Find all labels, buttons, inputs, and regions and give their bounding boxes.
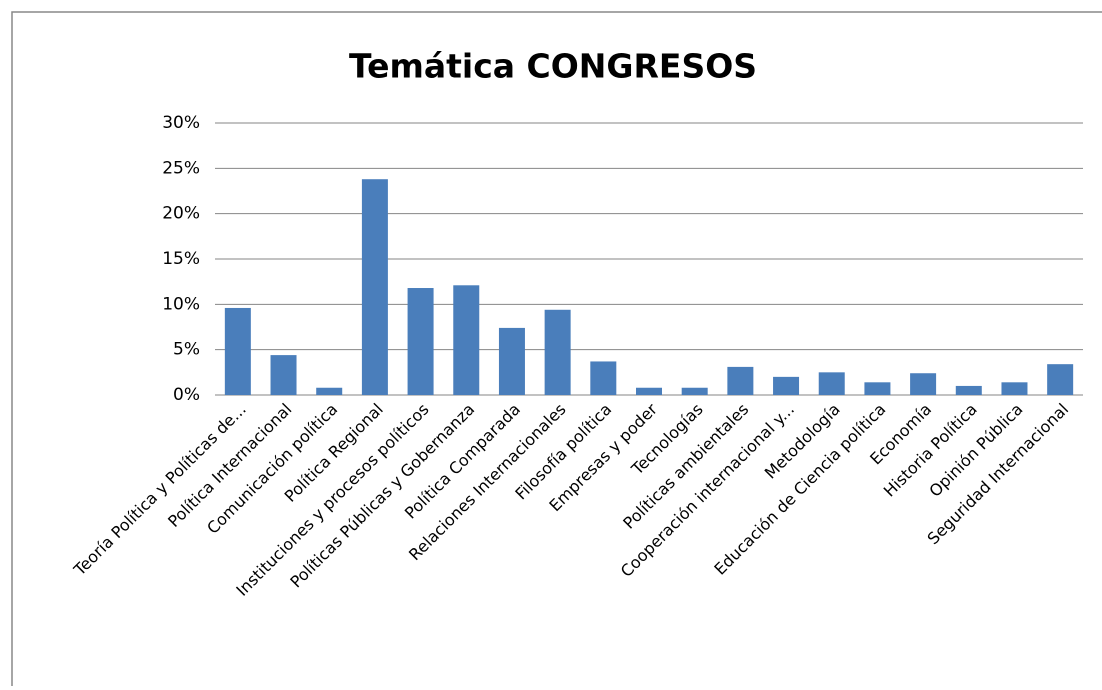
bar — [316, 387, 343, 395]
y-tick-label: 10% — [162, 294, 200, 314]
y-tick-label: 25% — [162, 158, 200, 178]
bar — [910, 373, 937, 395]
bar — [681, 387, 708, 395]
bar — [544, 309, 571, 395]
y-tick-label: 30% — [162, 113, 200, 133]
bar — [773, 376, 800, 395]
bar — [224, 307, 251, 395]
bar — [270, 355, 297, 395]
chart-title: Temática CONGRESOS — [349, 47, 757, 86]
bar — [818, 372, 845, 395]
bar — [1001, 382, 1028, 395]
bar — [955, 385, 982, 395]
y-tick-label: 20% — [162, 204, 200, 224]
y-tick-label: 0% — [173, 385, 200, 405]
y-tick-label: 5% — [173, 340, 200, 360]
bar — [636, 387, 662, 395]
bar — [498, 327, 525, 395]
bar — [727, 366, 754, 395]
bar — [361, 179, 388, 395]
bar — [407, 288, 434, 395]
bar — [453, 285, 480, 395]
bar — [864, 382, 891, 395]
bar — [1047, 364, 1074, 395]
bar — [590, 361, 617, 395]
y-tick-label: 15% — [162, 249, 200, 269]
